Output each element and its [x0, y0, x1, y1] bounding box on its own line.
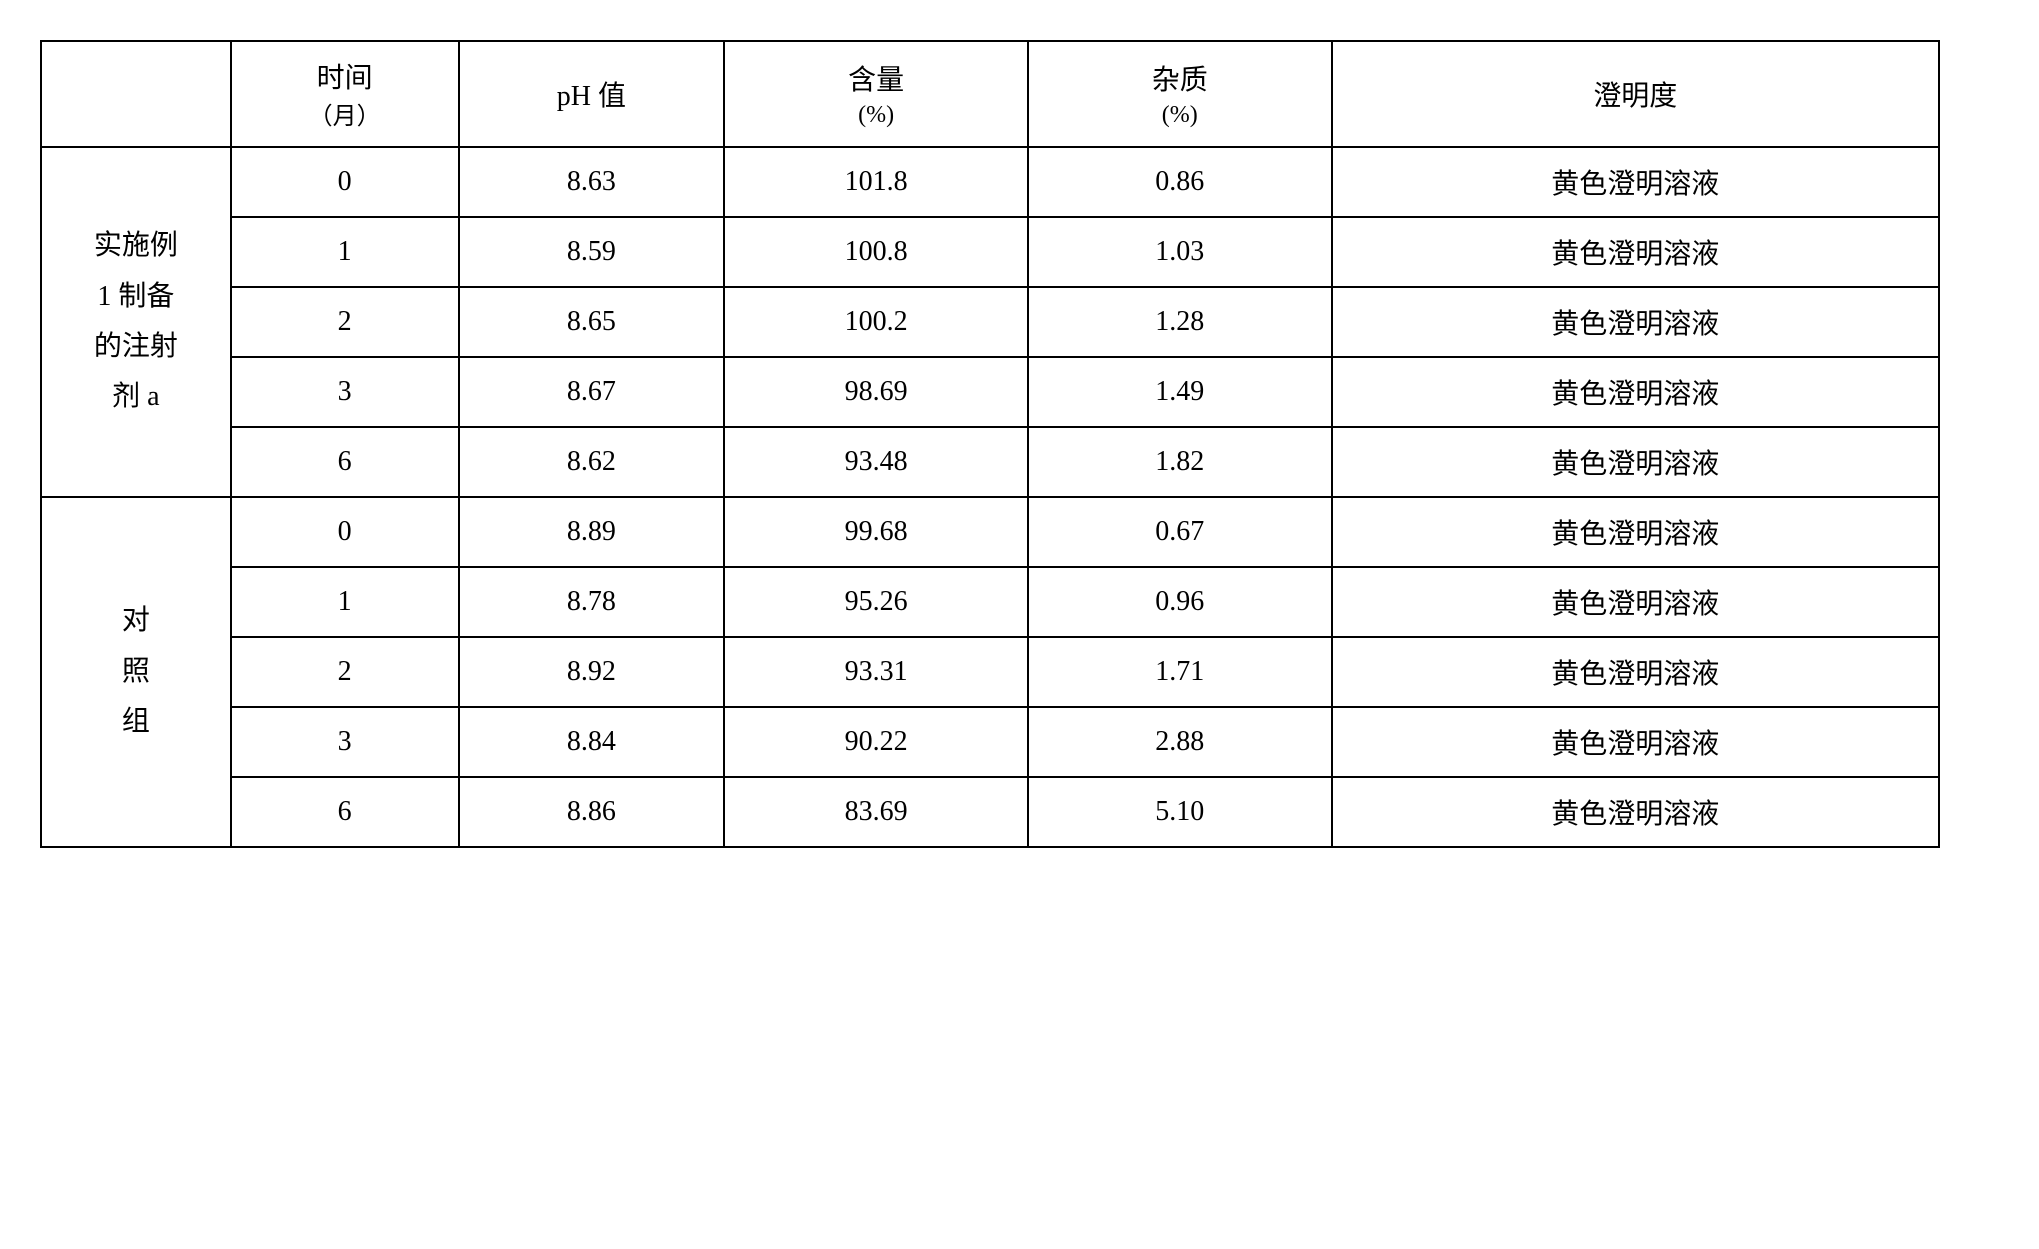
cell-clarity: 黄色澄明溶液 [1332, 567, 1939, 637]
cell-time: 2 [231, 637, 459, 707]
cell-impurity: 5.10 [1028, 777, 1332, 847]
cell-clarity: 黄色澄明溶液 [1332, 357, 1939, 427]
header-time-sub: （月） [309, 104, 381, 130]
cell-clarity: 黄色澄明溶液 [1332, 427, 1939, 497]
cell-ph: 8.84 [459, 707, 725, 777]
table-row: 3 8.67 98.69 1.49 黄色澄明溶液 [41, 357, 1939, 427]
cell-content: 83.69 [724, 777, 1028, 847]
header-content-label: 含量 [848, 65, 904, 96]
cell-content: 100.8 [724, 217, 1028, 287]
header-impurity: 杂质 (%) [1028, 41, 1332, 147]
cell-impurity: 1.28 [1028, 287, 1332, 357]
cell-content: 98.69 [724, 357, 1028, 427]
group2-label-line3: 组 [122, 706, 150, 737]
group1-label-line3: 的注射 [94, 331, 178, 362]
cell-impurity: 0.67 [1028, 497, 1332, 567]
cell-ph: 8.86 [459, 777, 725, 847]
cell-impurity: 1.03 [1028, 217, 1332, 287]
cell-time: 3 [231, 707, 459, 777]
cell-impurity: 2.88 [1028, 707, 1332, 777]
stability-data-table: 时间 （月） pH 值 含量 (%) 杂质 (%) 澄明度 实施例 1 制备 的… [40, 40, 1940, 848]
cell-content: 99.68 [724, 497, 1028, 567]
cell-clarity: 黄色澄明溶液 [1332, 777, 1939, 847]
cell-clarity: 黄色澄明溶液 [1332, 287, 1939, 357]
cell-content: 101.8 [724, 147, 1028, 217]
header-content: 含量 (%) [724, 41, 1028, 147]
table-header-row: 时间 （月） pH 值 含量 (%) 杂质 (%) 澄明度 [41, 41, 1939, 147]
group1-label: 实施例 1 制备 的注射 剂 a [41, 147, 231, 497]
cell-content: 100.2 [724, 287, 1028, 357]
cell-ph: 8.59 [459, 217, 725, 287]
cell-ph: 8.62 [459, 427, 725, 497]
group1-label-line4: 剂 a [112, 381, 159, 412]
cell-time: 3 [231, 357, 459, 427]
cell-time: 1 [231, 217, 459, 287]
header-impurity-sub: (%) [1162, 102, 1198, 128]
table-row: 实施例 1 制备 的注射 剂 a 0 8.63 101.8 0.86 黄色澄明溶… [41, 147, 1939, 217]
cell-ph: 8.63 [459, 147, 725, 217]
cell-impurity: 0.96 [1028, 567, 1332, 637]
group2-label: 对 照 组 [41, 497, 231, 847]
cell-content: 90.22 [724, 707, 1028, 777]
header-ph: pH 值 [459, 41, 725, 147]
cell-impurity: 1.82 [1028, 427, 1332, 497]
cell-impurity: 1.49 [1028, 357, 1332, 427]
table-row: 对 照 组 0 8.89 99.68 0.67 黄色澄明溶液 [41, 497, 1939, 567]
cell-time: 6 [231, 777, 459, 847]
cell-clarity: 黄色澄明溶液 [1332, 707, 1939, 777]
cell-time: 2 [231, 287, 459, 357]
cell-content: 93.31 [724, 637, 1028, 707]
table-row: 2 8.92 93.31 1.71 黄色澄明溶液 [41, 637, 1939, 707]
cell-time: 6 [231, 427, 459, 497]
header-clarity: 澄明度 [1332, 41, 1939, 147]
group2-label-line2: 照 [122, 656, 150, 687]
header-content-sub: (%) [858, 102, 894, 128]
header-blank [41, 41, 231, 147]
cell-ph: 8.89 [459, 497, 725, 567]
table-row: 6 8.86 83.69 5.10 黄色澄明溶液 [41, 777, 1939, 847]
group2-label-line1: 对 [122, 605, 150, 636]
cell-time: 0 [231, 497, 459, 567]
table-row: 3 8.84 90.22 2.88 黄色澄明溶液 [41, 707, 1939, 777]
cell-clarity: 黄色澄明溶液 [1332, 217, 1939, 287]
cell-ph: 8.67 [459, 357, 725, 427]
cell-content: 95.26 [724, 567, 1028, 637]
group1-label-line1: 实施例 [94, 230, 178, 261]
header-time: 时间 （月） [231, 41, 459, 147]
table-row: 6 8.62 93.48 1.82 黄色澄明溶液 [41, 427, 1939, 497]
table-row: 1 8.78 95.26 0.96 黄色澄明溶液 [41, 567, 1939, 637]
cell-clarity: 黄色澄明溶液 [1332, 637, 1939, 707]
cell-time: 1 [231, 567, 459, 637]
header-impurity-label: 杂质 [1152, 65, 1208, 96]
header-time-label: 时间 [317, 63, 373, 94]
cell-content: 93.48 [724, 427, 1028, 497]
table-row: 1 8.59 100.8 1.03 黄色澄明溶液 [41, 217, 1939, 287]
cell-impurity: 1.71 [1028, 637, 1332, 707]
cell-ph: 8.65 [459, 287, 725, 357]
cell-impurity: 0.86 [1028, 147, 1332, 217]
cell-clarity: 黄色澄明溶液 [1332, 147, 1939, 217]
cell-clarity: 黄色澄明溶液 [1332, 497, 1939, 567]
group1-label-line2: 1 制备 [97, 281, 174, 312]
cell-time: 0 [231, 147, 459, 217]
cell-ph: 8.78 [459, 567, 725, 637]
cell-ph: 8.92 [459, 637, 725, 707]
table-row: 2 8.65 100.2 1.28 黄色澄明溶液 [41, 287, 1939, 357]
